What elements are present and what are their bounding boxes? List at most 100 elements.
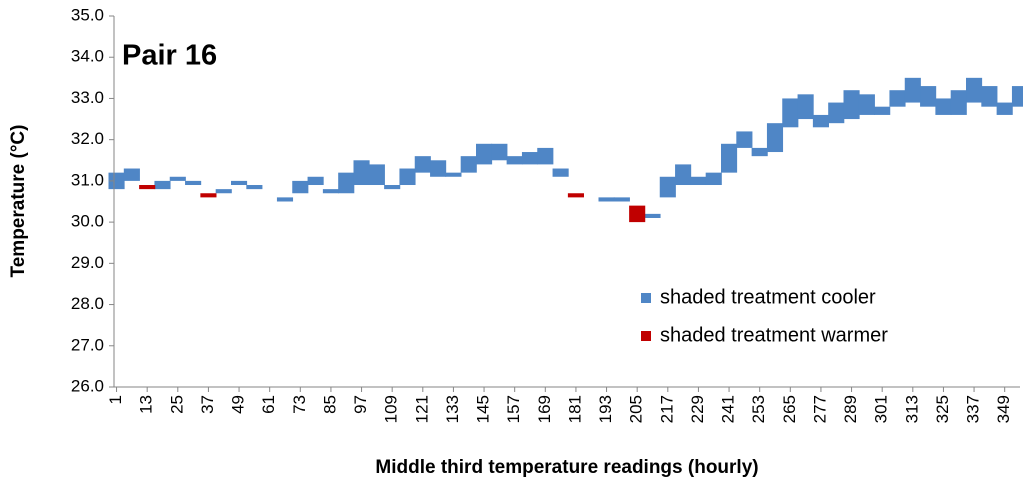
range-bar	[920, 86, 937, 107]
range-bar	[858, 94, 875, 115]
range-bar	[491, 143, 508, 161]
range-bar	[874, 106, 891, 115]
x-tick-label: 277	[810, 395, 829, 423]
x-tick-label: 349	[994, 395, 1013, 423]
range-bar	[215, 189, 232, 194]
x-tick-label: 49	[229, 395, 248, 414]
legend-label: shaded treatment cooler	[660, 286, 876, 308]
x-tick-label: 25	[167, 395, 186, 414]
y-axis-title: Temperature (°C)	[8, 125, 29, 278]
range-bar	[123, 168, 140, 181]
range-bar	[690, 176, 707, 186]
x-tick-label: 121	[412, 395, 431, 423]
x-tick-label: 205	[627, 395, 646, 423]
x-tick-label: 301	[872, 395, 891, 423]
x-tick-label: 325	[933, 395, 952, 423]
range-bar	[169, 176, 186, 181]
range-bar	[506, 156, 523, 165]
y-tick-label: 31.0	[71, 170, 104, 189]
range-bar	[322, 189, 339, 194]
range-bar	[185, 180, 202, 186]
range-bar	[629, 205, 646, 223]
legend-marker	[641, 331, 651, 341]
x-axis-title: Middle third temperature readings (hourl…	[375, 457, 758, 478]
x-tick-label: 337	[964, 395, 983, 423]
x-tick-label: 61	[259, 395, 278, 414]
range-bar	[675, 164, 692, 186]
x-tick-label: 157	[504, 395, 523, 423]
range-bar	[307, 176, 324, 186]
range-bar	[368, 164, 385, 186]
x-tick-label: 37	[198, 395, 217, 414]
y-tick-label: 28.0	[71, 294, 104, 313]
x-tick-label: 73	[290, 395, 309, 414]
x-tick-label: 13	[137, 395, 156, 414]
range-bar	[537, 147, 554, 165]
range-bar	[721, 143, 738, 173]
y-tick-label: 29.0	[71, 253, 104, 272]
range-bar	[996, 102, 1013, 115]
range-bar	[782, 98, 799, 128]
range-bar	[476, 143, 493, 165]
range-bar	[399, 168, 416, 186]
range-bar	[230, 180, 248, 186]
range-bar	[200, 193, 217, 198]
x-tick-label: 133	[443, 395, 462, 423]
range-bar	[751, 147, 768, 157]
range-bar	[935, 98, 952, 115]
y-tick-label: 34.0	[71, 47, 104, 66]
range-bar	[981, 86, 998, 107]
range-bar	[889, 90, 906, 107]
range-bar	[414, 156, 431, 173]
range-bar	[338, 172, 355, 194]
x-tick-label: 97	[351, 395, 370, 414]
x-tick-label: 181	[565, 395, 584, 423]
x-tick-label: 1	[106, 395, 125, 404]
range-bar	[904, 77, 921, 103]
y-tick-label: 30.0	[71, 212, 104, 231]
x-tick-label: 313	[902, 395, 921, 423]
range-bar	[736, 131, 753, 148]
range-bar	[353, 160, 370, 186]
range-bar	[430, 160, 447, 177]
range-bar	[384, 185, 401, 190]
legend-label: shaded treatment warmer	[660, 324, 888, 346]
x-tick-label: 241	[719, 395, 738, 423]
x-tick-label: 109	[382, 395, 401, 423]
range-bar	[552, 168, 569, 177]
range-bar	[521, 152, 539, 165]
range-bar	[292, 180, 309, 194]
x-tick-label: 229	[688, 395, 707, 423]
x-tick-label: 193	[596, 395, 615, 423]
range-bar	[139, 185, 156, 190]
chart-title: Pair 16	[122, 40, 217, 72]
range-bar	[812, 114, 829, 128]
x-tick-label: 253	[749, 395, 768, 423]
range-bar	[950, 90, 967, 115]
range-bar	[276, 197, 294, 202]
range-bar	[766, 123, 784, 153]
range-bar	[246, 185, 263, 190]
range-bar	[567, 193, 584, 198]
y-tick-label: 32.0	[71, 129, 104, 148]
range-bar	[108, 172, 125, 190]
legend-marker	[641, 293, 651, 303]
range-bar	[659, 176, 676, 198]
x-tick-label: 289	[841, 395, 860, 423]
x-tick-label: 217	[657, 395, 676, 423]
range-bar	[705, 172, 722, 186]
x-tick-label: 169	[535, 395, 554, 423]
range-bar	[828, 102, 845, 124]
range-bar	[445, 172, 462, 177]
range-bar	[598, 197, 615, 202]
range-bar	[1011, 86, 1023, 107]
y-tick-label: 26.0	[71, 376, 104, 395]
range-bar	[613, 197, 630, 202]
y-tick-label: 27.0	[71, 335, 104, 354]
y-tick-label: 35.0	[71, 5, 104, 24]
x-tick-label: 145	[474, 395, 493, 423]
range-bar	[843, 90, 860, 120]
range-bar	[644, 213, 661, 218]
